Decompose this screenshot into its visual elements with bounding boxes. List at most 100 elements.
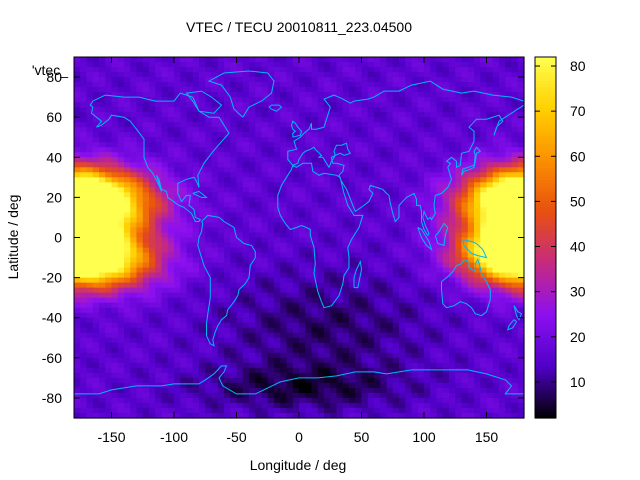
heat-cell	[255, 217, 263, 224]
heat-cell	[480, 357, 488, 364]
heat-cell	[236, 307, 244, 314]
heat-cell	[292, 177, 300, 183]
heat-cell	[392, 187, 400, 193]
heat-cell	[461, 152, 469, 158]
heat-cell	[467, 212, 475, 219]
heat-cell	[424, 272, 431, 279]
heat-cell	[330, 112, 338, 118]
heat-cell	[349, 347, 356, 354]
heat-cell	[405, 72, 413, 78]
heat-cell	[392, 202, 400, 209]
heat-cell	[111, 277, 119, 284]
heat-cell	[255, 142, 263, 148]
heat-cell	[192, 107, 200, 113]
heat-cell	[330, 242, 338, 249]
heat-cell	[411, 162, 419, 168]
heat-cell	[499, 182, 506, 188]
heat-cell	[417, 107, 425, 113]
heat-cell	[167, 287, 175, 294]
heat-cell	[124, 227, 131, 234]
heat-cell	[224, 332, 231, 339]
heat-cell	[199, 337, 206, 344]
heat-cell	[442, 242, 450, 249]
heat-cell	[386, 282, 394, 289]
heat-cell	[455, 182, 463, 188]
heat-cell	[186, 327, 194, 334]
heat-cell	[442, 187, 450, 193]
heat-cell	[492, 137, 500, 143]
heat-cell	[511, 212, 519, 219]
heat-cell	[505, 82, 513, 88]
heat-cell	[155, 242, 163, 249]
heat-cell	[249, 142, 256, 148]
heat-cell	[436, 307, 444, 314]
heat-cell	[255, 137, 263, 143]
heat-cell	[299, 82, 306, 88]
heat-cell	[205, 107, 213, 113]
heat-cell	[417, 357, 425, 364]
heat-cell	[74, 357, 81, 364]
heatmap-area	[74, 57, 525, 419]
heat-cell	[167, 237, 175, 244]
heat-cell	[317, 352, 325, 359]
heat-cell	[105, 372, 113, 379]
heat-cell	[124, 232, 131, 239]
heat-cell	[92, 132, 100, 138]
heat-cell	[124, 322, 131, 329]
heat-cell	[505, 72, 513, 78]
heat-cell	[317, 142, 325, 148]
heat-cell	[342, 147, 350, 153]
heat-cell	[217, 267, 225, 274]
heat-cell	[111, 137, 119, 143]
heat-cell	[480, 382, 488, 389]
heat-cell	[311, 312, 319, 319]
heat-cell	[136, 247, 144, 254]
heat-cell	[436, 192, 444, 198]
heat-cell	[111, 347, 119, 354]
heat-cell	[436, 112, 444, 118]
heat-cell	[211, 117, 219, 123]
heat-cell	[205, 397, 213, 404]
heat-cell	[155, 367, 163, 374]
heat-cell	[105, 77, 113, 83]
heat-cell	[155, 122, 163, 128]
heat-cell	[199, 282, 206, 289]
heat-cell	[517, 137, 525, 143]
heat-cell	[136, 347, 144, 354]
heat-cell	[455, 377, 463, 384]
heat-cell	[392, 72, 400, 78]
heat-cell	[474, 262, 481, 269]
heat-cell	[161, 197, 169, 203]
heat-cell	[80, 157, 88, 163]
heat-cell	[392, 297, 400, 304]
heat-cell	[199, 92, 206, 98]
heat-cell	[142, 197, 150, 203]
heat-cell	[311, 147, 319, 153]
heat-cell	[311, 277, 319, 284]
heat-cell	[242, 207, 250, 214]
heat-cell	[136, 307, 144, 314]
heat-cell	[224, 282, 231, 289]
heat-cell	[411, 282, 419, 289]
heat-cell	[424, 77, 431, 83]
heat-cell	[399, 242, 406, 249]
heat-cell	[430, 92, 438, 98]
heat-cell	[274, 382, 281, 389]
heat-cell	[442, 227, 450, 234]
heat-cell	[274, 232, 281, 239]
heat-cell	[361, 197, 369, 203]
heat-cell	[486, 102, 494, 108]
heat-cell	[467, 242, 475, 249]
heat-cell	[386, 317, 394, 324]
heat-cell	[517, 112, 525, 118]
heat-cell	[117, 202, 125, 209]
heat-cell	[361, 162, 369, 168]
heat-cell	[105, 57, 113, 63]
heat-cell	[330, 272, 338, 279]
heat-cell	[105, 327, 113, 334]
heat-cell	[217, 127, 225, 133]
heat-cell	[455, 302, 463, 309]
heat-cell	[236, 227, 244, 234]
heat-cell	[517, 222, 525, 229]
heat-cell	[386, 252, 394, 259]
